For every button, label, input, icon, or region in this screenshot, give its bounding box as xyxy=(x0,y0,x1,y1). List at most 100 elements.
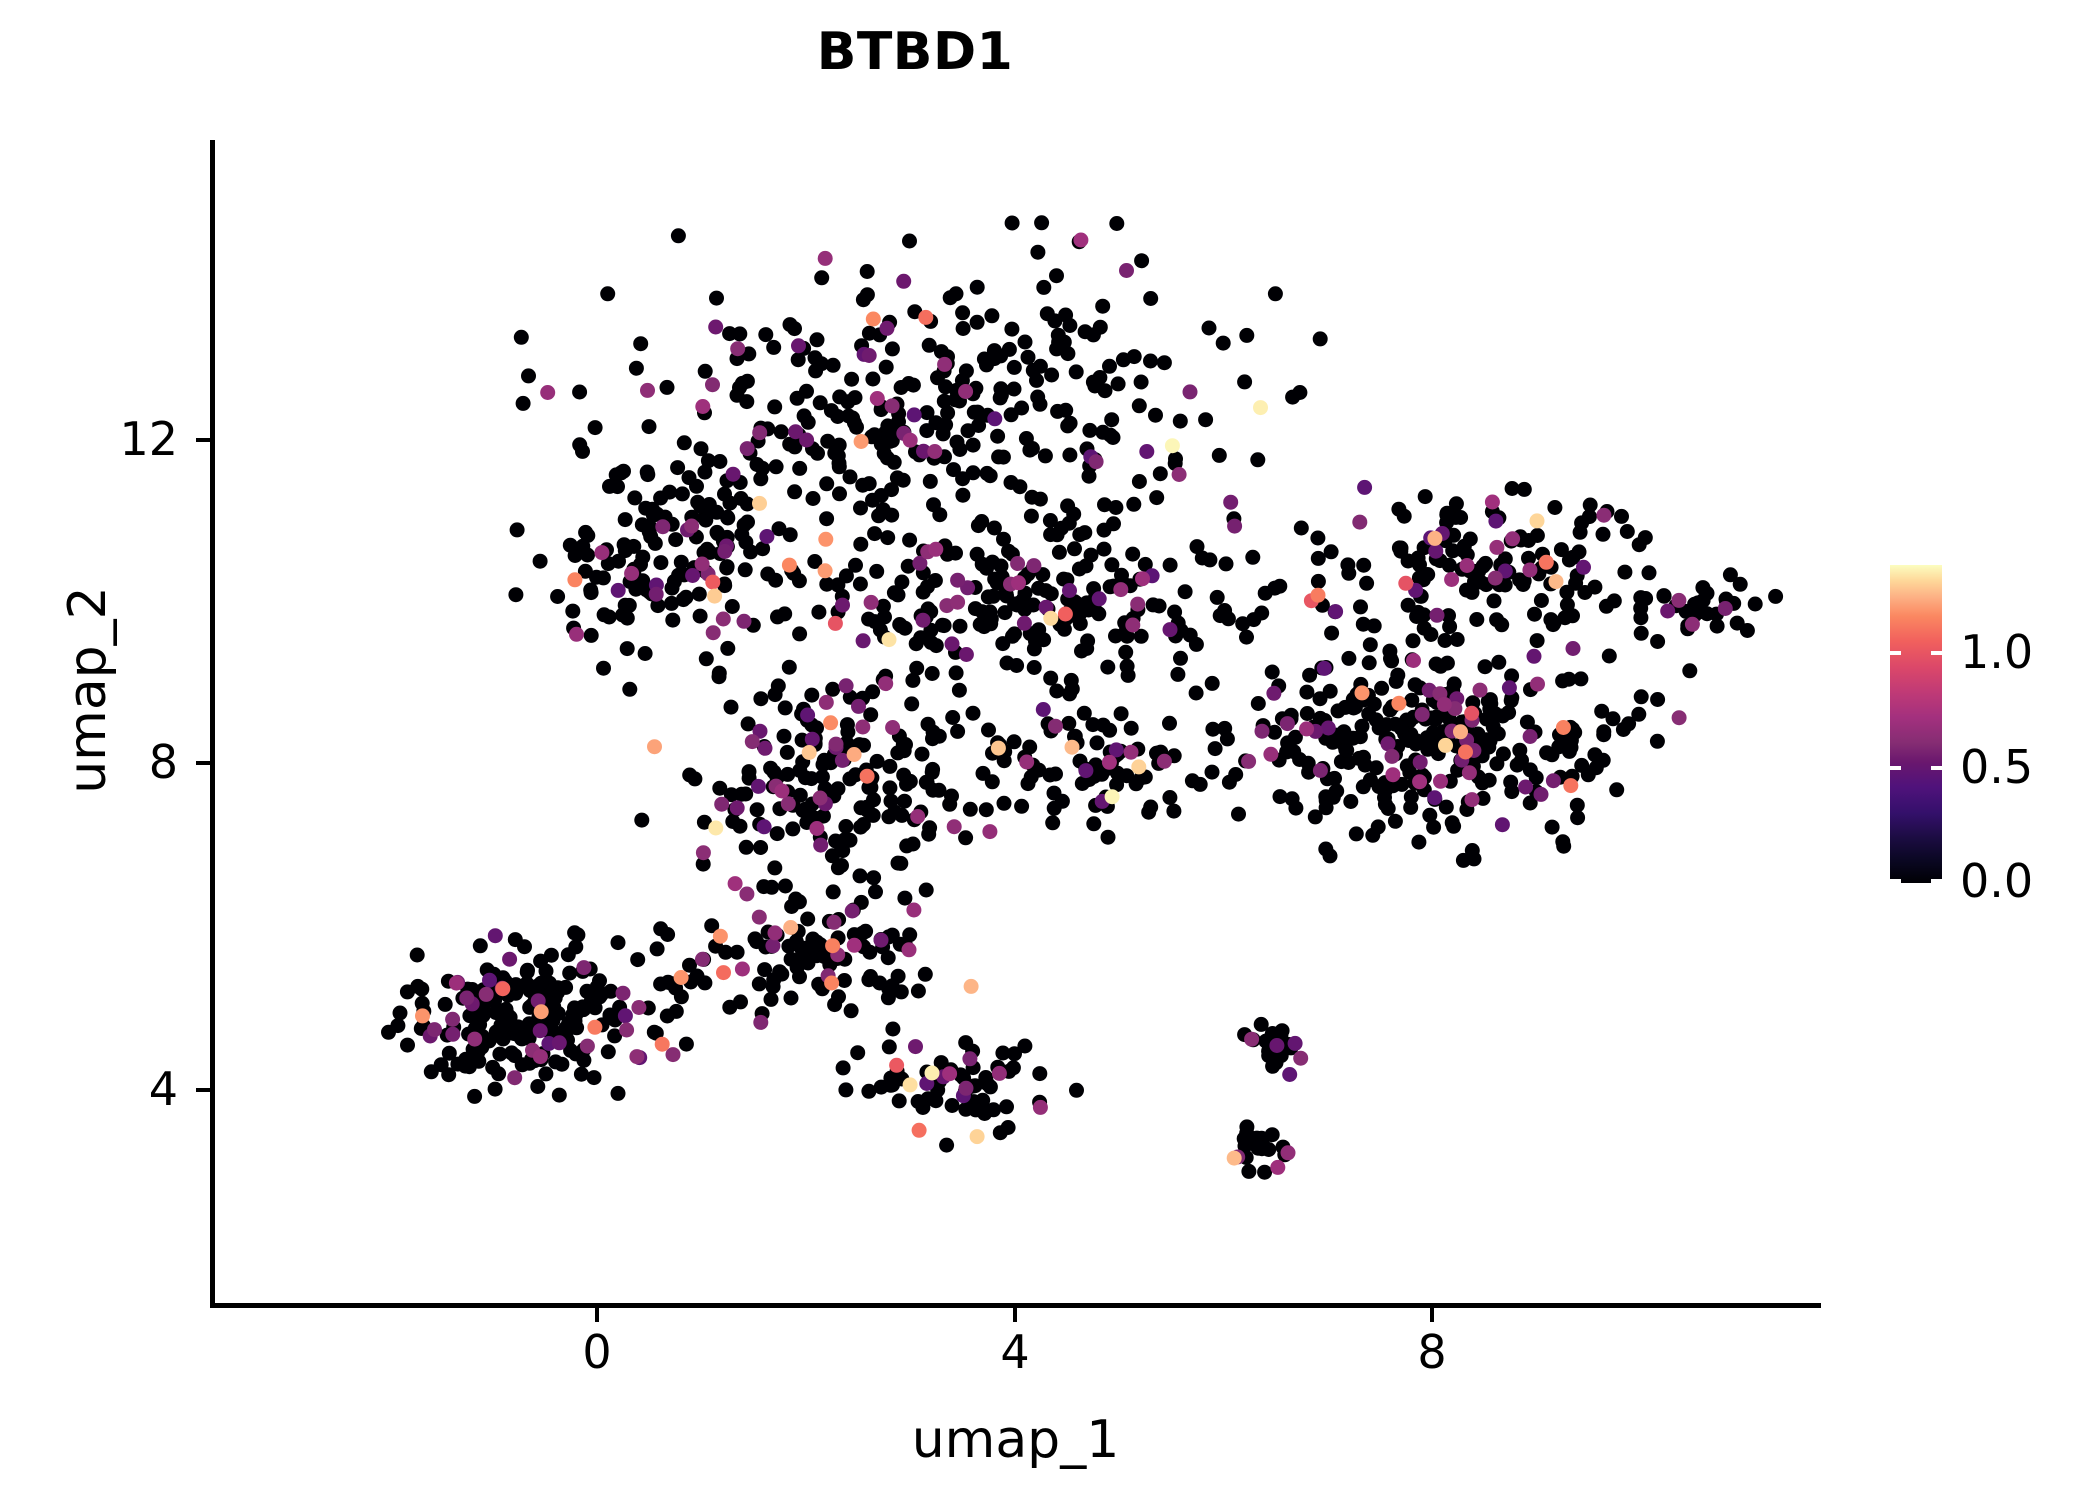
x-tick-label-0: 0 xyxy=(582,1325,612,1379)
scatter-point xyxy=(906,902,922,918)
scatter-point xyxy=(846,747,862,762)
scatter-point xyxy=(1267,724,1282,740)
scatter-point xyxy=(1241,1163,1257,1179)
scatter-point xyxy=(1631,706,1647,722)
scatter-point xyxy=(723,787,739,803)
scatter-point xyxy=(1004,321,1020,337)
scatter-point xyxy=(707,588,723,604)
y-tick-mark-12 xyxy=(196,438,210,442)
scatter-point xyxy=(949,434,965,450)
scatter-point xyxy=(771,521,787,537)
scatter-point xyxy=(1017,334,1033,350)
scatter-point xyxy=(1509,757,1525,773)
scatter-point xyxy=(1353,599,1368,615)
scatter-point xyxy=(1505,531,1521,547)
scatter-point xyxy=(1428,543,1444,559)
scatter-point xyxy=(819,511,835,527)
scatter-point xyxy=(1141,804,1157,820)
scatter-point xyxy=(823,715,839,731)
scatter-point xyxy=(887,804,903,820)
scatter-point xyxy=(583,582,599,598)
scatter-point xyxy=(1096,541,1112,557)
scatter-point xyxy=(1341,565,1357,581)
scatter-point xyxy=(814,270,830,286)
scatter-point xyxy=(850,1045,866,1061)
scatter-point xyxy=(554,1056,570,1072)
scatter-point xyxy=(1108,742,1124,758)
scatter-point xyxy=(911,1122,927,1138)
scatter-point xyxy=(708,319,724,335)
scatter-point xyxy=(1125,546,1141,562)
scatter-point xyxy=(1404,692,1420,708)
scatter-point xyxy=(1042,513,1058,528)
scatter-point xyxy=(1343,794,1359,809)
scatter-point xyxy=(1091,591,1107,607)
scatter-point xyxy=(1134,253,1150,269)
scatter-point xyxy=(629,1049,645,1065)
scatter-point xyxy=(861,476,877,492)
scatter-point xyxy=(1263,746,1279,762)
scatter-point xyxy=(900,558,916,574)
scatter-point xyxy=(1005,1060,1021,1076)
scatter-point xyxy=(840,724,856,740)
scatter-point xyxy=(637,646,653,661)
scatter-point xyxy=(1438,799,1454,815)
scatter-point xyxy=(1302,667,1318,683)
scatter-point xyxy=(1066,506,1082,522)
scatter-point xyxy=(1485,719,1501,735)
scatter-point xyxy=(1104,557,1120,573)
scatter-point xyxy=(1171,467,1187,482)
scatter-point xyxy=(472,938,488,954)
scatter-point xyxy=(1649,733,1665,749)
scatter-point xyxy=(1057,606,1073,622)
scatter-point xyxy=(659,1008,675,1024)
colorbar-tick-mark-0.5-left xyxy=(1890,766,1901,770)
scatter-point xyxy=(823,403,839,419)
scatter-point xyxy=(445,1011,461,1027)
scatter-point xyxy=(1414,707,1430,722)
scatter-point xyxy=(1031,580,1047,596)
scatter-point xyxy=(1131,398,1147,414)
scatter-point xyxy=(1582,497,1598,513)
scatter-point xyxy=(1025,362,1041,378)
scatter-point xyxy=(982,824,998,840)
scatter-point xyxy=(753,840,769,855)
scatter-point xyxy=(1085,717,1101,733)
scatter-point xyxy=(951,682,967,698)
scatter-point xyxy=(1130,596,1146,612)
scatter-point xyxy=(681,470,697,486)
scatter-point xyxy=(1327,770,1342,786)
scatter-point xyxy=(1043,527,1059,543)
scatter-point xyxy=(751,778,766,794)
scatter-point xyxy=(783,990,799,1006)
scatter-point xyxy=(984,554,1000,570)
scatter-point xyxy=(999,1099,1014,1115)
scatter-point xyxy=(978,802,994,818)
scatter-point xyxy=(772,964,788,980)
scatter-point xyxy=(782,527,798,543)
scatter-point xyxy=(869,753,885,769)
scatter-point xyxy=(1096,522,1112,538)
scatter-point xyxy=(820,433,836,449)
scatter-point xyxy=(592,973,607,989)
scatter-point xyxy=(1533,786,1549,802)
scatter-point xyxy=(812,790,828,806)
scatter-point xyxy=(1576,559,1591,575)
scatter-point xyxy=(955,321,971,336)
scatter-point xyxy=(1433,773,1448,789)
scatter-point xyxy=(1164,438,1180,454)
scatter-point xyxy=(1215,335,1231,351)
scatter-point xyxy=(1068,364,1084,380)
scatter-point xyxy=(897,620,913,636)
scatter-point xyxy=(936,618,952,634)
scatter-point xyxy=(1172,413,1188,429)
scatter-point xyxy=(1162,715,1177,731)
scatter-point xyxy=(1501,680,1517,696)
scatter-point xyxy=(800,955,816,971)
scatter-point xyxy=(495,981,511,997)
scatter-point xyxy=(1650,692,1666,707)
scatter-point xyxy=(1177,584,1193,600)
scatter-point xyxy=(832,486,847,502)
scatter-point xyxy=(882,758,898,774)
scatter-point xyxy=(1039,306,1055,322)
